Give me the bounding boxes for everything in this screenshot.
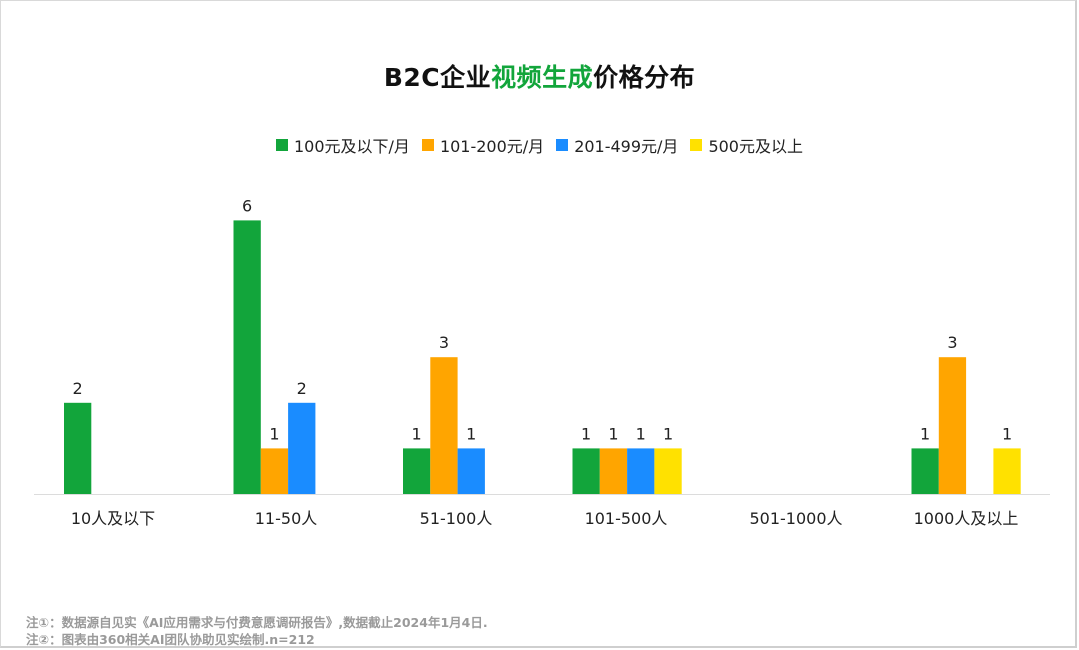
data-label-5-3: 1 — [1002, 424, 1012, 443]
data-label-3-3: 1 — [663, 424, 673, 443]
bar-3-0 — [572, 448, 600, 494]
data-label-1-2: 2 — [297, 379, 307, 398]
bar-3-3 — [654, 448, 682, 494]
data-label-3-2: 1 — [636, 424, 646, 443]
title-suffix: 价格分布 — [593, 63, 696, 92]
legend-label-2: 201-499元/月 — [574, 137, 679, 156]
data-label-3-0: 1 — [581, 424, 591, 443]
category-label-5: 1000人及以上 — [914, 509, 1019, 528]
legend-item-0: 100元及以下/月 — [276, 133, 410, 157]
legend-label-3: 500元及以上 — [708, 137, 803, 156]
footnote-1: 注①：数据源自见实《AI应用需求与付费意愿调研报告》,数据截止2024年1月4日… — [26, 615, 488, 630]
data-label-1-1: 1 — [269, 424, 279, 443]
bar-5-1 — [938, 357, 967, 494]
bar-1-2 — [288, 402, 316, 494]
legend-swatch-3 — [690, 139, 703, 151]
legend-swatch-0 — [276, 139, 288, 151]
legend-label-1: 101-200元/月 — [439, 137, 545, 156]
footnotes: 注①：数据源自见实《AI应用需求与付费意愿调研报告》,数据截止2024年1月4日… — [26, 614, 488, 648]
legend-item-2: 201-499元/月 — [556, 133, 678, 157]
data-label-0-0: 2 — [73, 379, 83, 398]
legend-item-1: 101-200元/月 — [421, 133, 545, 157]
category-label-4: 501-1000人 — [749, 509, 842, 528]
bar-1-0 — [233, 220, 261, 494]
legend-item-3: 500元及以上 — [690, 133, 803, 157]
category-label-2: 51-100人 — [420, 509, 493, 528]
legend-swatch-1 — [421, 139, 434, 151]
data-label-3-1: 1 — [608, 424, 618, 443]
bar-1-1 — [260, 448, 289, 494]
data-label-2-2: 1 — [466, 424, 476, 443]
bar-2-2 — [457, 448, 485, 494]
data-label-2-1: 3 — [439, 333, 449, 352]
chart-title: B2C企业视频生成价格分布 — [0, 58, 1079, 94]
bar-2-1 — [430, 357, 458, 494]
category-label-3: 101-500人 — [585, 509, 668, 528]
data-label-5-1: 3 — [947, 333, 957, 352]
title-highlight: 视频生成 — [491, 63, 594, 92]
category-label-1: 11-50人 — [255, 509, 318, 528]
bar-0-0 — [64, 402, 92, 494]
bar-3-2 — [627, 448, 655, 494]
bar-3-1 — [599, 448, 628, 494]
legend-label-0: 100元及以下/月 — [294, 137, 410, 156]
category-label-0: 10人及以下 — [71, 509, 155, 528]
footnote-2: 注②：图表由360相关AI团队协助见实绘制.n=212 — [26, 632, 315, 647]
legend: 100元及以下/月 101-200元/月 201-499元/月 500元及以上 — [0, 133, 1079, 157]
title-prefix: B2C企业 — [383, 63, 492, 92]
data-label-2-0: 1 — [412, 424, 422, 443]
legend-swatch-2 — [556, 139, 569, 151]
bar-5-3 — [993, 448, 1021, 494]
data-label-1-0: 6 — [242, 196, 252, 215]
bar-2-0 — [403, 448, 431, 494]
data-label-5-0: 1 — [920, 424, 930, 443]
bar-5-0 — [911, 448, 939, 494]
